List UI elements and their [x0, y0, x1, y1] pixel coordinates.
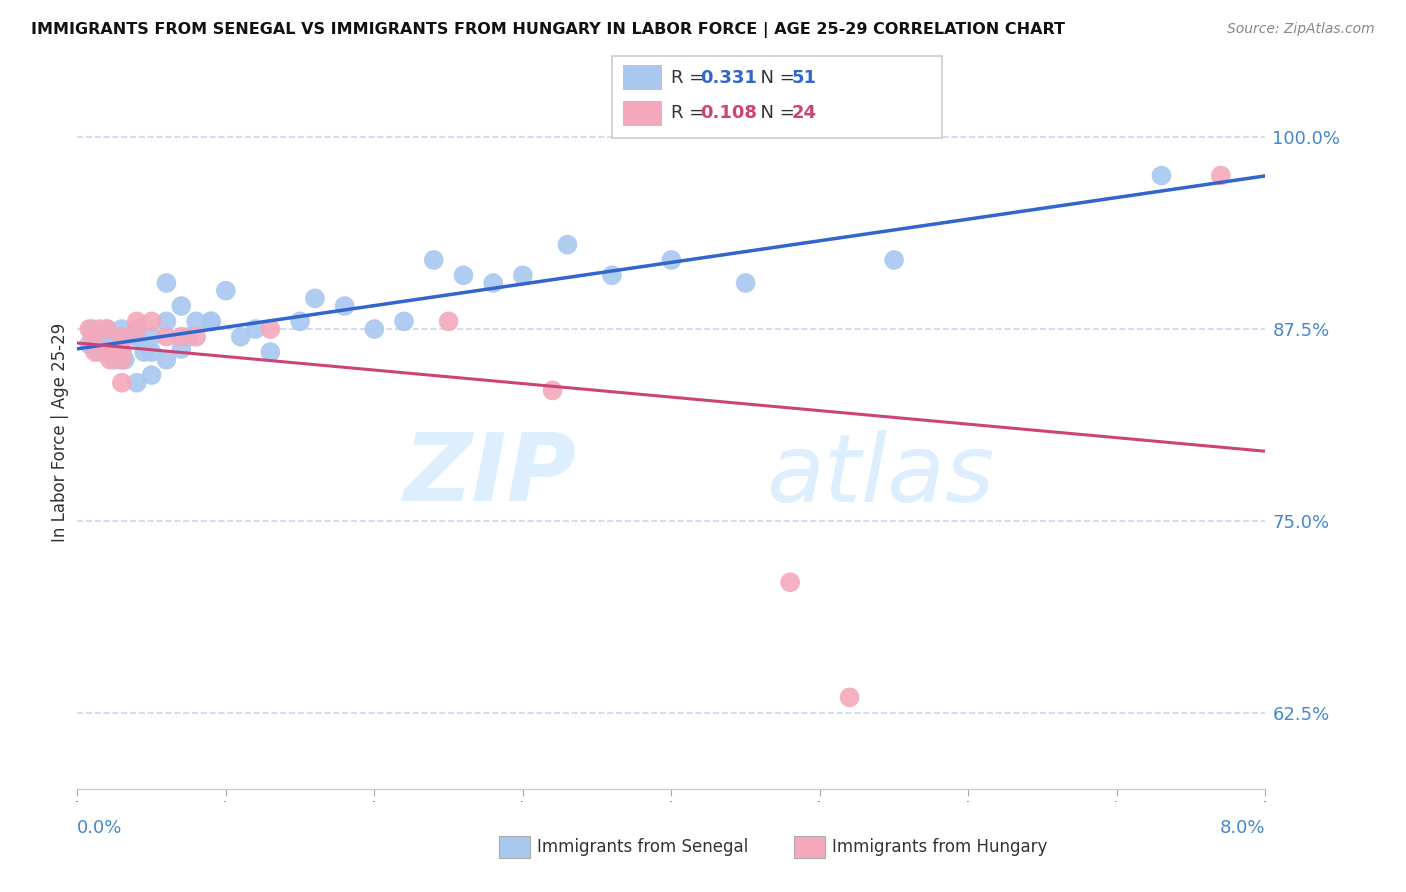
Point [883, 252, 905, 267]
Point [141, 368, 163, 382]
Point [125, 322, 148, 336]
Point [111, 342, 134, 356]
Point [134, 345, 156, 359]
Text: N =: N = [749, 104, 801, 122]
Text: 51: 51 [792, 69, 817, 87]
Text: R =: R = [671, 104, 710, 122]
Text: Immigrants from Senegal: Immigrants from Senegal [537, 838, 748, 855]
Text: ZIP: ZIP [404, 429, 576, 522]
Text: R =: R = [671, 69, 710, 87]
Point [125, 322, 148, 336]
Point [437, 314, 460, 328]
Text: 8.0%: 8.0% [1220, 819, 1265, 837]
Point [98, 345, 121, 359]
Point [111, 329, 134, 343]
Point [141, 329, 163, 343]
Point [215, 284, 238, 298]
Point [259, 322, 281, 336]
Point [141, 345, 163, 359]
Point [229, 329, 252, 343]
Point [392, 314, 415, 328]
Point [155, 314, 177, 328]
Point [125, 329, 148, 343]
Point [96, 337, 118, 351]
Point [114, 352, 136, 367]
Text: Immigrants from Hungary: Immigrants from Hungary [832, 838, 1047, 855]
Point [141, 314, 163, 328]
Point [1209, 169, 1232, 183]
Point [288, 314, 311, 328]
Point [600, 268, 623, 283]
Point [512, 268, 534, 283]
Point [111, 322, 134, 336]
Point [482, 276, 505, 290]
Point [93, 329, 115, 343]
Point [1150, 169, 1173, 183]
Point [541, 384, 564, 398]
Point [103, 352, 125, 367]
Point [111, 329, 134, 343]
Point [96, 345, 118, 359]
Point [838, 690, 860, 705]
Point [734, 276, 756, 290]
Point [111, 345, 134, 359]
Point [155, 352, 177, 367]
Point [89, 345, 111, 359]
Point [125, 376, 148, 390]
Point [245, 322, 267, 336]
Point [111, 376, 134, 390]
Point [200, 314, 222, 328]
Point [170, 342, 193, 356]
Text: 0.0%: 0.0% [77, 819, 122, 837]
Point [125, 314, 148, 328]
Text: atlas: atlas [766, 430, 994, 521]
Point [111, 352, 134, 367]
Text: Source: ZipAtlas.com: Source: ZipAtlas.com [1227, 22, 1375, 37]
Point [96, 345, 118, 359]
Point [155, 329, 177, 343]
Point [304, 291, 326, 305]
Point [170, 329, 193, 343]
Point [200, 314, 222, 328]
Text: 0.331: 0.331 [700, 69, 756, 87]
Point [155, 276, 177, 290]
Point [186, 314, 208, 328]
Point [77, 322, 100, 336]
Text: IMMIGRANTS FROM SENEGAL VS IMMIGRANTS FROM HUNGARY IN LABOR FORCE | AGE 25-29 CO: IMMIGRANTS FROM SENEGAL VS IMMIGRANTS FR… [31, 22, 1064, 38]
Point [98, 352, 121, 367]
Y-axis label: In Labor Force | Age 25-29: In Labor Force | Age 25-29 [51, 323, 69, 542]
Point [82, 322, 104, 336]
Point [84, 345, 107, 359]
Point [333, 299, 356, 313]
Point [84, 337, 107, 351]
Point [77, 337, 100, 351]
Point [779, 575, 801, 590]
Point [111, 352, 134, 367]
Point [96, 329, 118, 343]
Point [170, 299, 193, 313]
Text: 24: 24 [792, 104, 817, 122]
Text: N =: N = [749, 69, 801, 87]
Point [177, 329, 200, 343]
Point [96, 322, 118, 336]
Point [557, 237, 579, 252]
Point [453, 268, 475, 283]
Point [125, 329, 148, 343]
Point [363, 322, 385, 336]
Point [96, 322, 118, 336]
Point [423, 252, 446, 267]
Point [186, 329, 208, 343]
Text: 0.108: 0.108 [700, 104, 758, 122]
Point [661, 252, 683, 267]
Point [89, 322, 111, 336]
Point [82, 329, 104, 343]
Point [259, 345, 281, 359]
